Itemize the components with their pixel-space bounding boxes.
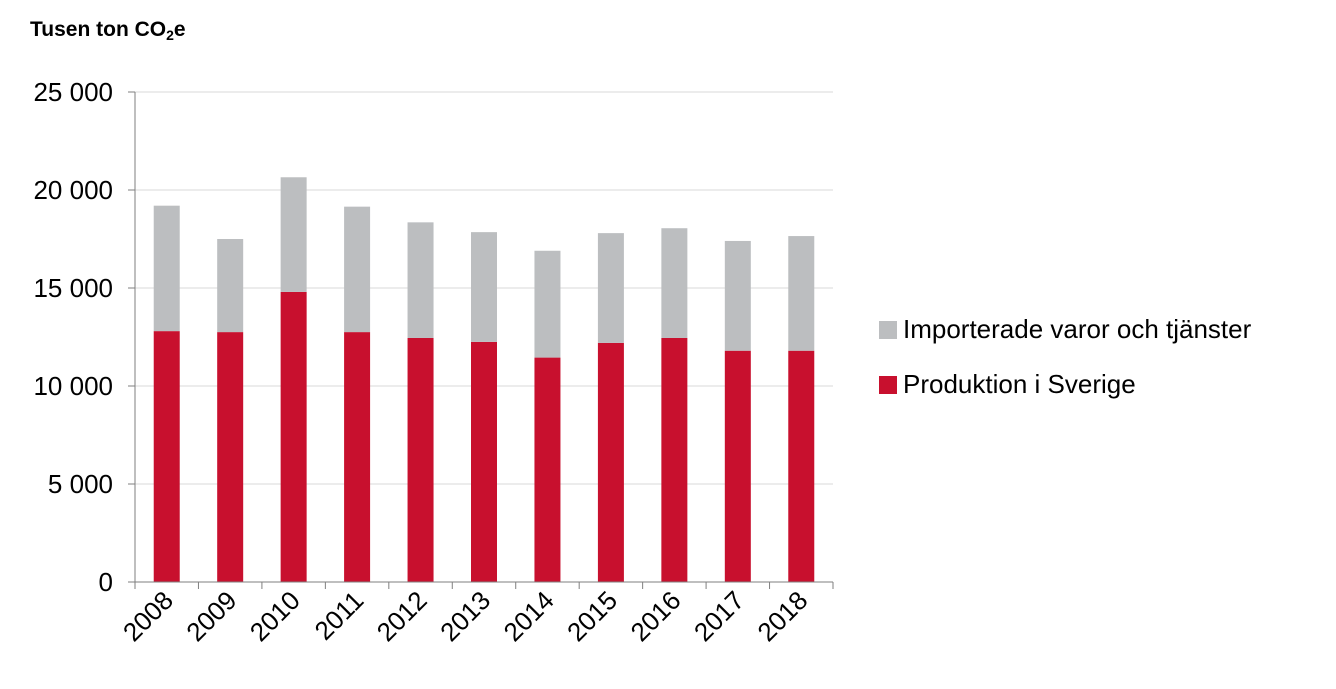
bar-2010-imported xyxy=(280,177,307,292)
bar-2017-production xyxy=(724,350,751,582)
bar-2013-production xyxy=(471,341,497,582)
x-tick-label-2009: 2009 xyxy=(180,585,242,647)
y-tick-label-1: 5 000 xyxy=(48,469,113,499)
legend-swatch-imported xyxy=(879,320,897,339)
legend-item-imported: Importerade varor och tjänster xyxy=(879,302,1251,357)
bar-2012-production xyxy=(407,337,434,582)
axes xyxy=(128,91,834,589)
bar-2008-production xyxy=(153,331,180,582)
bar-2012-imported xyxy=(407,222,434,338)
y-tick-label-3: 15 000 xyxy=(33,273,113,303)
bar-2018-production xyxy=(788,350,815,582)
legend-label-production: Produktion i Sverige xyxy=(903,369,1136,399)
bars xyxy=(153,177,815,582)
legend-swatch-production xyxy=(879,375,897,394)
bar-2016-imported xyxy=(661,228,688,338)
bar-2008-imported xyxy=(153,205,180,332)
x-tick-labels: 2008 2009 2010 2011 2012 2013 2014 2015 2016 2017… xyxy=(117,585,814,647)
y-axis-title: Tusen ton CO2e xyxy=(30,18,186,43)
x-tick-label-2015: 2015 xyxy=(561,585,623,647)
bar-2013-imported xyxy=(471,232,497,342)
bar-2011-production xyxy=(344,332,371,582)
x-tick-label-2008: 2008 xyxy=(117,585,179,647)
bar-2016-production xyxy=(661,337,688,582)
x-tick-label-2010: 2010 xyxy=(244,585,306,647)
bar-2014-imported xyxy=(534,250,561,358)
x-tick-label-2012: 2012 xyxy=(371,585,433,647)
bar-2010-production xyxy=(280,291,307,582)
legend-item-production: Produktion i Sverige xyxy=(879,357,1251,412)
bar-2018-imported xyxy=(788,236,815,351)
bar-2011-imported xyxy=(344,206,371,333)
y-tick-labels: 0 5 000 10 000 15 000 20 000 25 000 xyxy=(33,77,113,597)
x-tick-label-2018: 2018 xyxy=(751,585,813,647)
bar-2017-imported xyxy=(724,240,751,351)
bar-2009-production xyxy=(217,332,244,582)
legend-label-imported: Importerade varor och tjänster xyxy=(903,314,1252,344)
bar-2014-production xyxy=(534,357,561,582)
x-tick-label-2013: 2013 xyxy=(434,585,496,647)
x-tick-label-2017: 2017 xyxy=(688,585,750,647)
bar-2015-imported xyxy=(597,233,624,343)
bar-2015-production xyxy=(597,342,624,582)
y-tick-label-2: 10 000 xyxy=(33,371,113,401)
bar-2009-imported xyxy=(217,239,244,333)
legend: Importerade varor och tjänster Produktio… xyxy=(879,302,1251,412)
y-tick-label-5: 25 000 xyxy=(33,77,113,107)
x-tick-label-2014: 2014 xyxy=(498,585,560,647)
x-tick-label-2011: 2011 xyxy=(309,585,370,646)
y-tick-label-4: 20 000 xyxy=(33,175,113,205)
y-tick-label-0: 0 xyxy=(99,567,113,597)
x-tick-label-2016: 2016 xyxy=(624,585,686,647)
